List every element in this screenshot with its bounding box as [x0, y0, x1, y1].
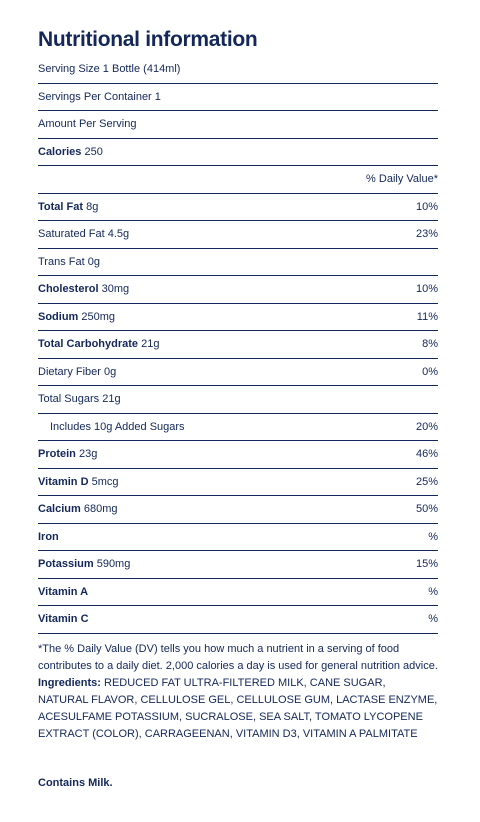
- nutrient-label: Trans Fat: [38, 255, 85, 268]
- daily-value-header: % Daily Value*: [366, 173, 438, 186]
- row: Cholesterol 30mg 10%: [38, 276, 438, 304]
- nutrient-label: Sodium: [38, 310, 79, 323]
- calories-label: Calories: [38, 145, 82, 158]
- nutrient-amount: 0g: [104, 365, 117, 378]
- nutrient-amount: 5mcg: [91, 475, 119, 488]
- row: Total Fat 8g 10%: [38, 194, 438, 221]
- row: Iron%: [38, 524, 438, 551]
- row-text: Servings Per Container 1: [38, 90, 161, 103]
- calories-amount: 250: [84, 145, 103, 158]
- nutrient-label: Vitamin C: [38, 613, 89, 626]
- nutrient-label: Iron: [38, 530, 59, 543]
- nutrient: Total Fat 8g: [38, 201, 98, 213]
- row: % Daily Value*: [38, 166, 438, 194]
- row: Calcium 680mg 50%: [38, 496, 438, 524]
- daily-value: %: [428, 613, 438, 626]
- ingredients: Ingredients: REDUCED FAT ULTRA-FILTERED …: [38, 675, 438, 743]
- nutrient-label: Cholesterol: [38, 283, 99, 296]
- nutrient-label: Dietary Fiber: [38, 365, 101, 378]
- daily-value: 46%: [415, 448, 438, 461]
- row: Trans Fat 0g: [38, 249, 438, 276]
- row: Servings Per Container 1: [38, 84, 438, 111]
- title: Nutritional information: [38, 28, 258, 51]
- nutrient-amount: 0g: [87, 255, 100, 268]
- row: Dietary Fiber 0g 0%: [38, 359, 438, 386]
- daily-value: 50%: [415, 503, 438, 516]
- ingredients-label: Ingredients:: [38, 677, 101, 689]
- nutrient-amount: 590mg: [96, 558, 131, 571]
- daily-value: 0%: [422, 365, 438, 378]
- nutrient-label: Total Carbohydrate: [38, 338, 139, 351]
- nutrient: Calcium 680mg: [38, 503, 118, 515]
- row: Serving Size 1 Bottle (414ml): [38, 56, 438, 84]
- footnote: *The % Daily Value (DV) tells you how mu…: [38, 643, 438, 672]
- nutrient: Potassium 590mg: [38, 558, 130, 570]
- daily-value: %: [428, 530, 438, 543]
- daily-value: 8%: [422, 338, 438, 351]
- row: Includes 10g Added Sugars 20%: [38, 414, 438, 441]
- nutrient: Vitamin D 5mcg: [38, 476, 119, 488]
- daily-value: 20%: [415, 420, 438, 433]
- allergen: Contains Milk.: [38, 777, 113, 789]
- nutrient-label: Saturated Fat: [38, 228, 105, 241]
- nutrient-amount: 30mg: [101, 283, 130, 296]
- nutrient-amount: 250mg: [81, 310, 116, 323]
- row: Amount Per Serving: [38, 111, 438, 139]
- daily-value: 15%: [415, 558, 438, 571]
- nutrient: Iron: [38, 531, 59, 543]
- nutrient: Dietary Fiber 0g: [38, 366, 116, 378]
- ingredients-text: REDUCED FAT ULTRA-FILTERED MILK, CANE SU…: [38, 677, 438, 740]
- row: Vitamin C%: [38, 606, 438, 634]
- nutrient: Total Sugars 21g: [38, 393, 121, 405]
- row: Vitamin A%: [38, 579, 438, 606]
- nutrient: Protein 23g: [38, 448, 97, 460]
- nutrient-label: Calcium: [38, 503, 81, 516]
- row: Protein 23g 46%: [38, 441, 438, 469]
- daily-value: %: [428, 585, 438, 598]
- nutrient: Vitamin A: [38, 586, 88, 598]
- row: Saturated Fat 4.5g 23%: [38, 221, 438, 249]
- notes: *The % Daily Value (DV) tells you how mu…: [38, 641, 438, 743]
- nutrient: Includes 10g Added Sugars: [38, 421, 185, 433]
- nutrient-label: Potassium: [38, 558, 94, 571]
- daily-value: 10%: [415, 200, 438, 213]
- row: Calories 250: [38, 139, 438, 166]
- nutrient-label: Total Sugars: [38, 393, 100, 406]
- nutrient-amount: 21g: [141, 338, 160, 351]
- nutrient-amount: 4.5g: [107, 228, 130, 241]
- nutrient-amount: 680mg: [83, 503, 118, 516]
- row-text: Amount Per Serving: [38, 118, 137, 131]
- daily-value: 23%: [415, 228, 438, 241]
- nutrient: Cholesterol 30mg: [38, 283, 129, 295]
- daily-value: 25%: [415, 475, 438, 488]
- nutrient-label: Vitamin D: [38, 475, 89, 488]
- nutrient: Trans Fat 0g: [38, 256, 100, 268]
- nutrient-amount: 8g: [86, 200, 99, 213]
- row: Potassium 590mg 15%: [38, 551, 438, 579]
- nutrient: Saturated Fat 4.5g: [38, 228, 129, 240]
- nutrient-label: Includes 10g Added Sugars: [50, 420, 185, 433]
- nutrient-amount: 23g: [78, 448, 98, 461]
- nutrient-label: Protein: [38, 448, 76, 461]
- nutrition-table: Serving Size 1 Bottle (414ml) Servings Pe…: [38, 56, 438, 634]
- nutrient: Total Carbohydrate 21g: [38, 338, 159, 350]
- row: Sodium 250mg 11%: [38, 304, 438, 331]
- daily-value: 11%: [416, 310, 438, 323]
- daily-value: 10%: [415, 283, 438, 296]
- row: Total Carbohydrate 21g 8%: [38, 331, 438, 359]
- calories: Calories 250: [38, 146, 103, 158]
- nutrient-label: Total Fat: [38, 200, 84, 213]
- row: Vitamin D 5mcg 25%: [38, 469, 438, 496]
- nutrient: Vitamin C: [38, 613, 89, 625]
- nutrient-amount: 21g: [102, 393, 121, 406]
- nutrient-label: Vitamin A: [38, 585, 89, 598]
- row-text: Serving Size 1 Bottle (414ml): [38, 63, 181, 76]
- nutrient: Sodium 250mg: [38, 311, 115, 323]
- row: Total Sugars 21g: [38, 386, 438, 414]
